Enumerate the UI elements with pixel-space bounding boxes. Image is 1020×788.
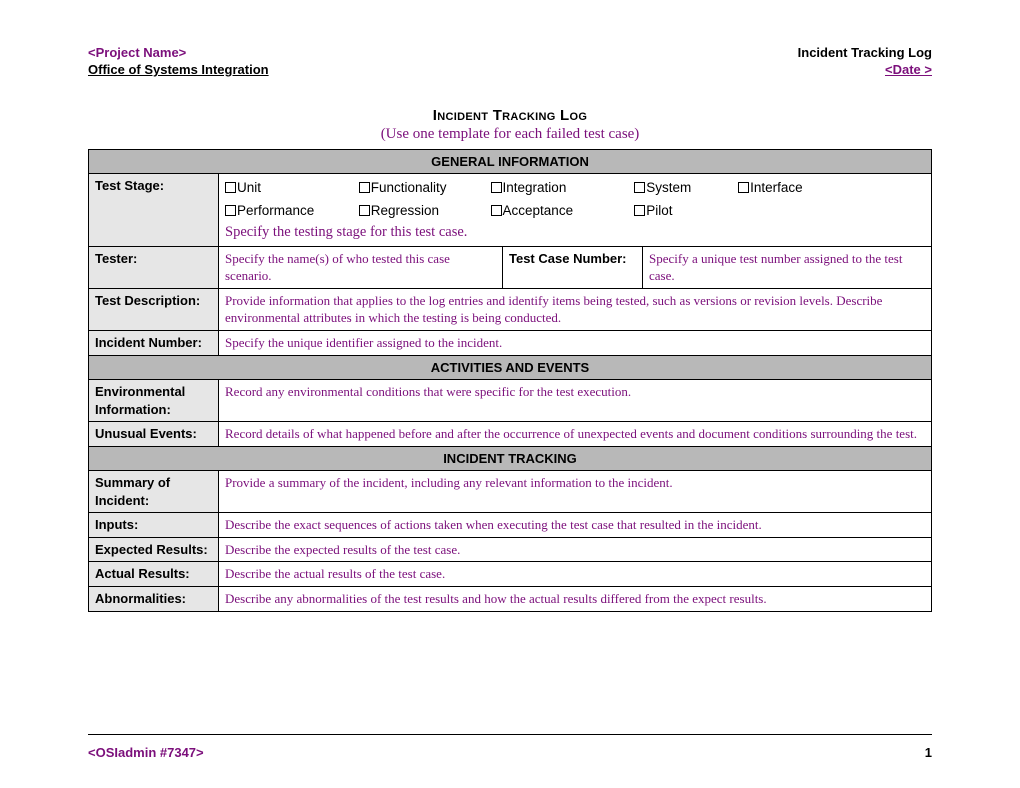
label-summary: Summary of Incident: — [89, 471, 219, 513]
opt-performance: Performance — [237, 203, 314, 218]
label-test-stage: Test Stage: — [89, 174, 219, 246]
checkbox-functionality[interactable] — [359, 182, 370, 193]
label-unusual: Unusual Events: — [89, 422, 219, 447]
hint-test-desc: Provide information that applies to the … — [219, 288, 932, 330]
label-expected: Expected Results: — [89, 537, 219, 562]
hint-abnorm: Describe any abnormalities of the test r… — [219, 586, 932, 611]
opt-regression: Regression — [371, 203, 439, 218]
label-env-info: Environmental Information: — [89, 380, 219, 422]
opt-interface: Interface — [750, 180, 803, 195]
header-doc-title: Incident Tracking Log — [798, 45, 932, 62]
label-tc-number: Test Case Number: — [503, 246, 643, 288]
hint-actual: Describe the actual results of the test … — [219, 562, 932, 587]
checkbox-pilot[interactable] — [634, 205, 645, 216]
label-inputs: Inputs: — [89, 513, 219, 538]
header-office: Office of Systems Integration — [88, 62, 269, 79]
checkbox-performance[interactable] — [225, 205, 236, 216]
header-date: <Date > — [885, 62, 932, 79]
footer-rule — [88, 734, 932, 735]
hint-expected: Describe the expected results of the tes… — [219, 537, 932, 562]
opt-integration: Integration — [503, 180, 567, 195]
cell-test-stage: Unit Functionality Integration System In… — [219, 174, 932, 246]
opt-unit: Unit — [237, 180, 261, 195]
hint-summary: Provide a summary of the incident, inclu… — [219, 471, 932, 513]
section-activities: ACTIVITIES AND EVENTS — [89, 355, 932, 380]
checkbox-interface[interactable] — [738, 182, 749, 193]
checkbox-acceptance[interactable] — [491, 205, 502, 216]
opt-pilot: Pilot — [646, 203, 672, 218]
label-abnorm: Abnormalities: — [89, 586, 219, 611]
hint-inputs: Describe the exact sequences of actions … — [219, 513, 932, 538]
page-header: <Project Name> Incident Tracking Log Off… — [88, 45, 932, 79]
hint-incident-num: Specify the unique identifier assigned t… — [219, 330, 932, 355]
label-tester: Tester: — [89, 246, 219, 288]
doc-subtitle: (Use one template for each failed test c… — [88, 126, 932, 143]
label-actual: Actual Results: — [89, 562, 219, 587]
section-tracking: INCIDENT TRACKING — [89, 446, 932, 471]
label-incident-num: Incident Number: — [89, 330, 219, 355]
footer-admin: <OSIadmin #7347> — [88, 745, 204, 760]
opt-functionality: Functionality — [371, 180, 447, 195]
opt-acceptance: Acceptance — [503, 203, 574, 218]
checkbox-row-2: Performance Regression Acceptance Pilot — [225, 200, 925, 223]
checkbox-unit[interactable] — [225, 182, 236, 193]
page-footer: <OSIadmin #7347> 1 — [88, 734, 932, 760]
title-block: Incident Tracking Log (Use one template … — [88, 107, 932, 143]
header-project-name: <Project Name> — [88, 45, 186, 62]
page: <Project Name> Incident Tracking Log Off… — [0, 0, 1020, 788]
doc-main-title: Incident Tracking Log — [88, 107, 932, 124]
label-test-desc: Test Description: — [89, 288, 219, 330]
checkbox-regression[interactable] — [359, 205, 370, 216]
checkbox-system[interactable] — [634, 182, 645, 193]
hint-tester: Specify the name(s) of who tested this c… — [219, 246, 503, 288]
checkbox-row-1: Unit Functionality Integration System In… — [225, 177, 925, 200]
hint-env-info: Record any environmental conditions that… — [219, 380, 932, 422]
footer-page-number: 1 — [925, 745, 932, 760]
checkbox-integration[interactable] — [491, 182, 502, 193]
hint-unusual: Record details of what happened before a… — [219, 422, 932, 447]
opt-system: System — [646, 180, 691, 195]
log-table: GENERAL INFORMATION Test Stage: Unit Fun… — [88, 149, 932, 612]
hint-test-stage: Specify the testing stage for this test … — [225, 223, 925, 243]
section-general: GENERAL INFORMATION — [89, 149, 932, 174]
hint-tc-number: Specify a unique test number assigned to… — [643, 246, 932, 288]
